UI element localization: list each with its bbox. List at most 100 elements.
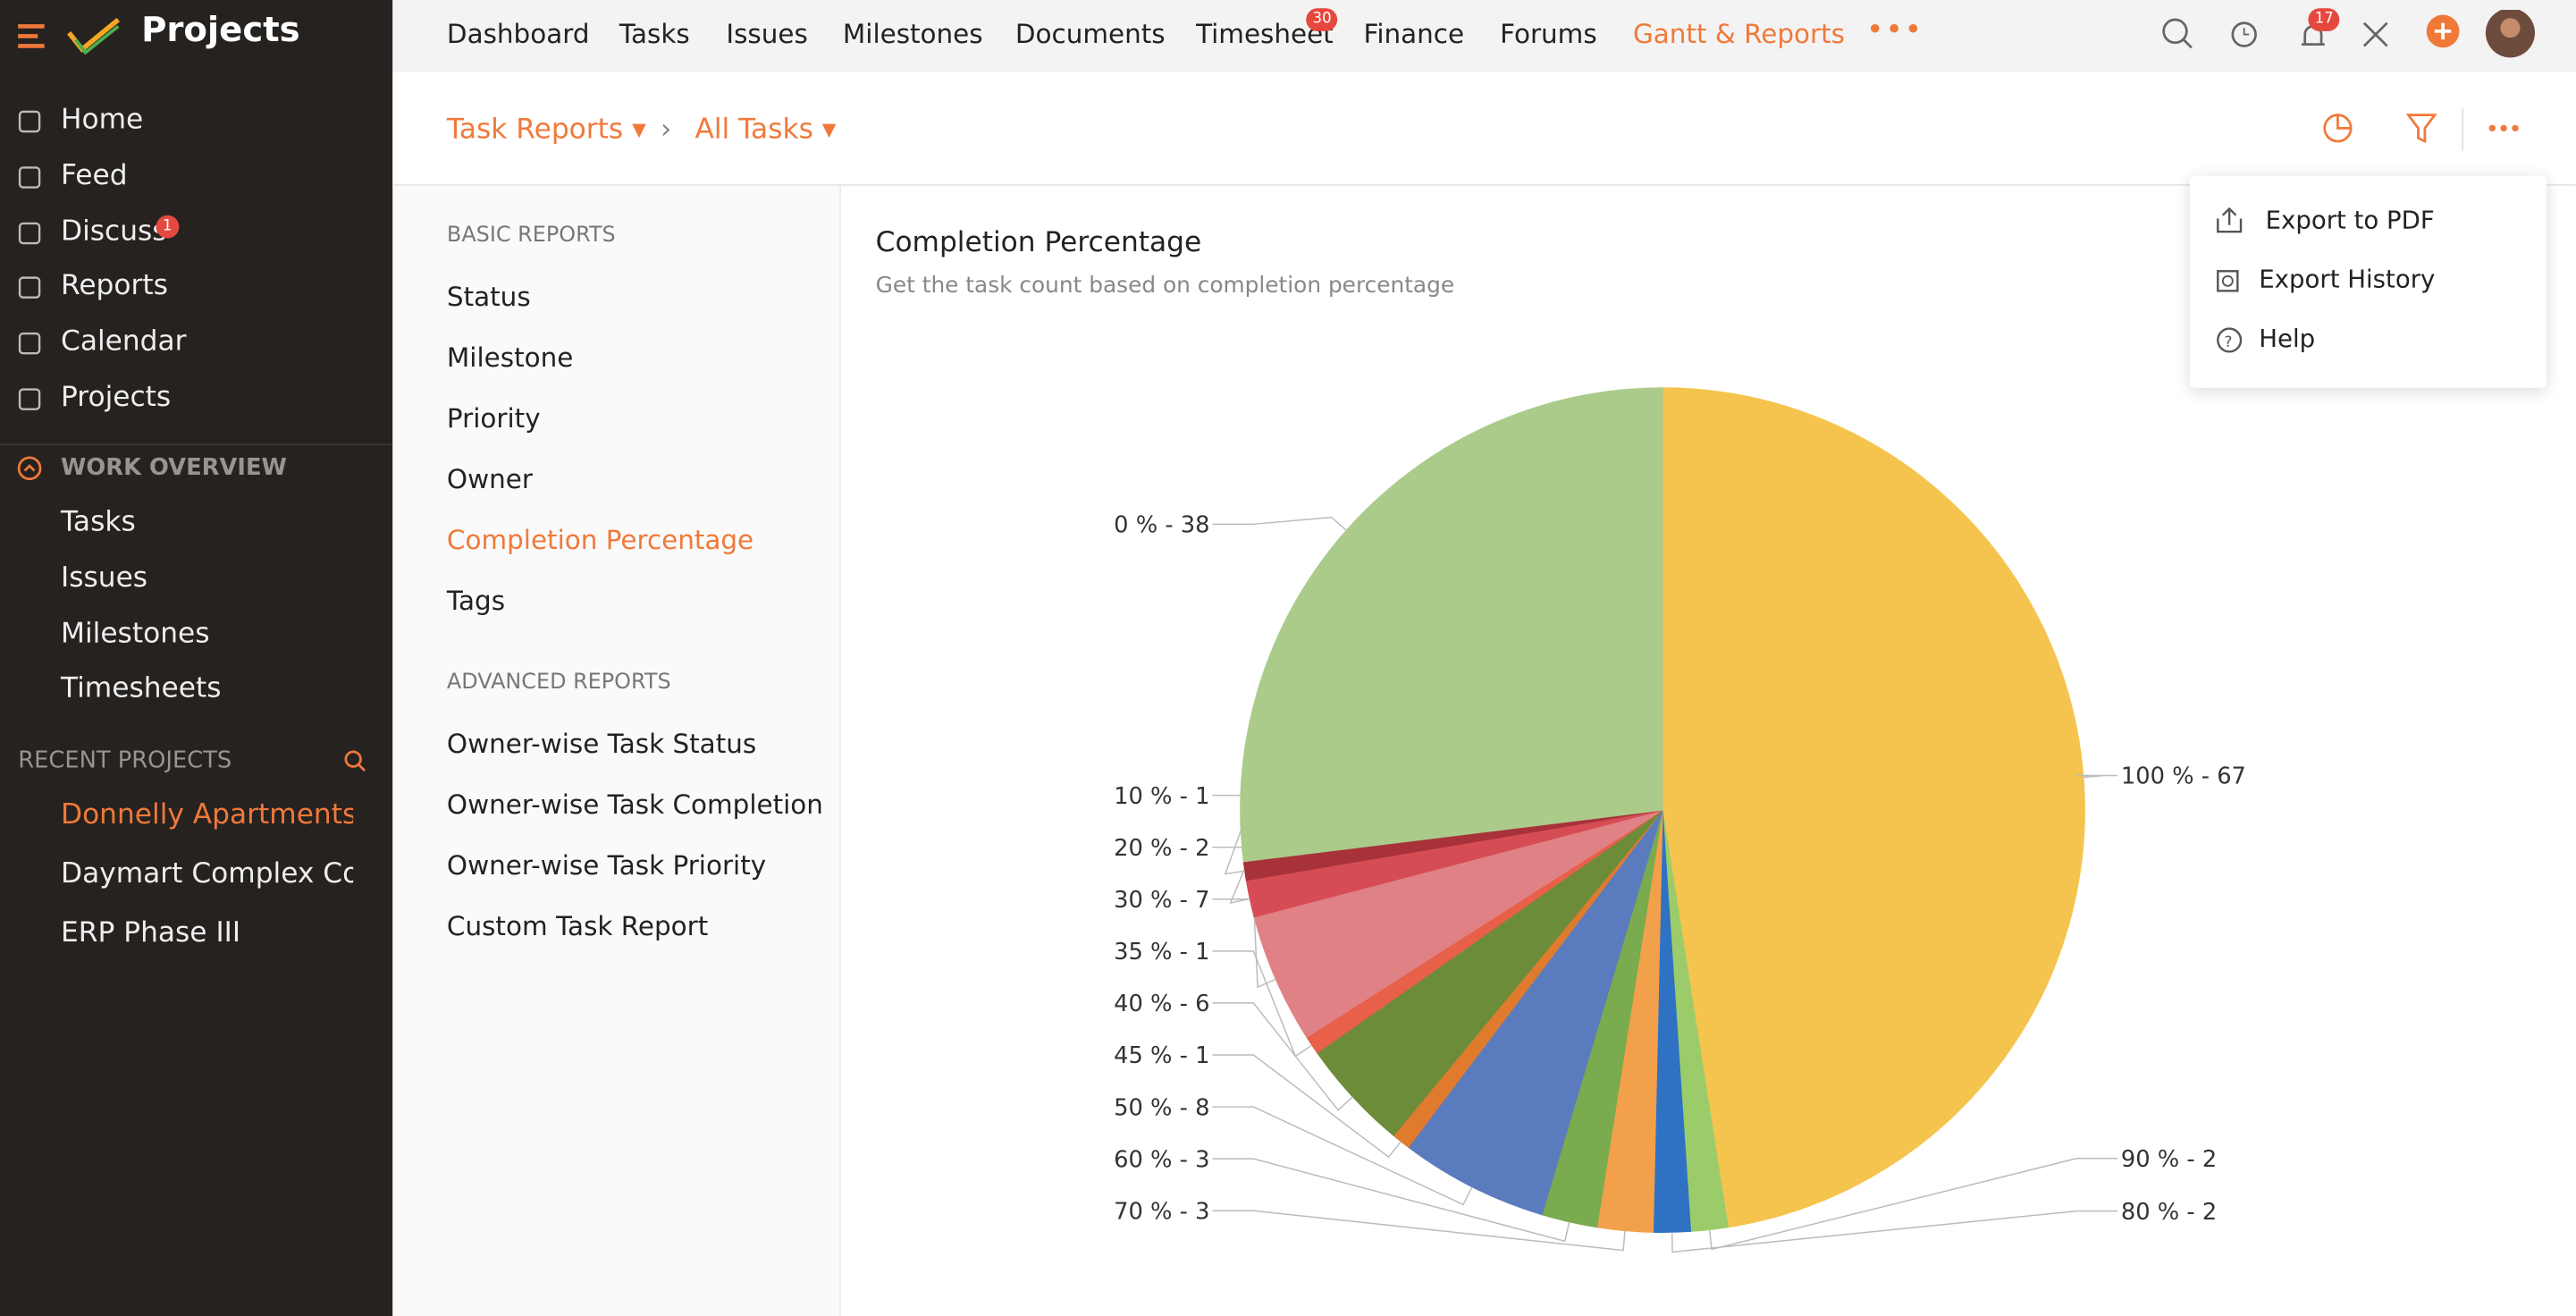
data-label: 60 % - 3 xyxy=(1114,1146,1209,1173)
project-item[interactable]: ERP Phase III xyxy=(61,916,241,950)
nav-icon xyxy=(18,333,41,355)
label-category: 0 % xyxy=(1114,512,1158,539)
report-link[interactable]: Owner-wise Task Completion xyxy=(446,789,823,821)
report-link[interactable]: Owner-wise Task Priority xyxy=(446,849,767,882)
label-category: 70 % xyxy=(1114,1198,1172,1225)
label-separator: - xyxy=(2179,1146,2202,1173)
label-connector xyxy=(1212,846,1255,905)
report-link[interactable]: Priority xyxy=(446,402,541,434)
chart-title: Completion Percentage xyxy=(876,226,1202,258)
data-label: 0 % - 38 xyxy=(1114,512,1209,539)
label-separator: - xyxy=(2194,763,2218,790)
badge: 1 xyxy=(156,215,179,239)
tab[interactable]: Documents xyxy=(1014,18,1166,50)
label-connector xyxy=(1671,1210,2118,1253)
badge: 30 xyxy=(1306,8,1338,31)
label-value: 7 xyxy=(1195,887,1209,914)
tab[interactable]: Milestones xyxy=(842,18,983,50)
nav-item[interactable]: Projects xyxy=(61,381,172,415)
menu-item[interactable]: Export History xyxy=(2259,264,2436,295)
nav-item[interactable]: Timesheets xyxy=(61,672,222,706)
label-value: 3 xyxy=(1195,1146,1209,1173)
nav-item[interactable]: Issues xyxy=(61,561,148,595)
chart-subtitle: Get the task count based on completion p… xyxy=(876,272,1454,298)
label-category: 60 % xyxy=(1114,1146,1172,1173)
label-separator: - xyxy=(1173,991,1196,1017)
search-icon[interactable] xyxy=(341,747,367,773)
menu-item[interactable]: Export to PDF xyxy=(2265,205,2435,235)
section-title: ADVANCED REPORTS xyxy=(446,670,671,696)
nav-icon xyxy=(18,388,41,410)
label-value: 67 xyxy=(2217,763,2246,790)
tab[interactable]: Forums xyxy=(1500,18,1597,50)
data-label: 80 % - 2 xyxy=(2121,1199,2217,1226)
nav-item[interactable]: Reports xyxy=(61,270,168,303)
label-connector xyxy=(1212,898,1276,989)
crumb-text: Task Reports xyxy=(446,113,624,147)
nav-item[interactable]: Tasks xyxy=(61,506,136,539)
nav-item[interactable]: Feed xyxy=(61,158,128,192)
menu-item[interactable]: Help xyxy=(2259,324,2316,354)
label-category: 35 % xyxy=(1114,939,1172,966)
label-value: 8 xyxy=(1195,1094,1209,1121)
label-separator: - xyxy=(1173,783,1196,810)
nav-item[interactable]: Calendar xyxy=(61,325,187,359)
report-link[interactable]: Tags xyxy=(446,585,506,617)
label-value: 3 xyxy=(1195,1198,1209,1225)
label-value: 38 xyxy=(1181,512,1210,539)
label-separator: - xyxy=(1158,512,1181,539)
report-link[interactable]: Custom Task Report xyxy=(446,910,709,942)
collapse-icon[interactable] xyxy=(16,455,42,481)
label-connector xyxy=(1212,516,1347,531)
label-category: 45 % xyxy=(1114,1042,1172,1069)
label-value: 2 xyxy=(2202,1199,2217,1226)
label-value: 2 xyxy=(1195,835,1209,862)
label-category: 80 % xyxy=(2121,1199,2179,1226)
report-link[interactable]: Completion Percentage xyxy=(446,524,754,556)
toolbar-icons xyxy=(2162,10,2536,58)
tab[interactable]: Finance xyxy=(1363,18,1465,50)
dropdown-menu: ? Export to PDF Export History Help xyxy=(2190,175,2547,388)
report-link[interactable]: Owner-wise Task Status xyxy=(446,728,757,760)
section-title: BASIC REPORTS xyxy=(446,223,616,249)
report-link[interactable]: Milestone xyxy=(446,342,574,374)
breadcrumb-item[interactable]: Task Reports ▾ xyxy=(446,113,646,147)
tab[interactable]: Tasks xyxy=(619,18,690,50)
data-label: 90 % - 2 xyxy=(2121,1146,2217,1173)
nav-icon xyxy=(18,222,41,244)
label-separator: - xyxy=(1173,1146,1196,1173)
label-connector xyxy=(2076,774,2118,779)
nav-item[interactable]: Discuss xyxy=(61,215,167,248)
nav-item[interactable]: Home xyxy=(61,103,144,137)
label-separator: - xyxy=(1173,1198,1196,1225)
data-label: 10 % - 1 xyxy=(1114,783,1209,810)
label-separator: - xyxy=(1173,1094,1196,1121)
data-label: 50 % - 8 xyxy=(1114,1094,1209,1121)
label-category: 90 % xyxy=(2121,1146,2179,1173)
label-category: 40 % xyxy=(1114,991,1172,1017)
report-link[interactable]: Owner xyxy=(446,463,533,495)
tab[interactable]: Gantt & Reports xyxy=(1632,18,1845,50)
crumb-text: All Tasks xyxy=(695,113,813,147)
label-category: 10 % xyxy=(1114,783,1172,810)
report-link[interactable]: Status xyxy=(446,281,531,313)
project-item[interactable]: Daymart Complex Cons xyxy=(61,857,353,891)
label-connector xyxy=(1212,1158,1570,1243)
label-connector xyxy=(1212,794,1255,875)
nav-item[interactable]: Milestones xyxy=(61,617,210,651)
data-label: 40 % - 6 xyxy=(1114,991,1209,1017)
label-connector xyxy=(1708,1158,2118,1251)
label-value: 6 xyxy=(1195,991,1209,1017)
data-label: 70 % - 3 xyxy=(1114,1198,1209,1225)
breadcrumb-item[interactable]: All Tasks ▾ xyxy=(695,113,837,147)
project-item[interactable]: Donnelly Apartments C xyxy=(61,798,354,832)
tab[interactable]: Dashboard xyxy=(446,18,590,50)
tab[interactable]: Issues xyxy=(726,18,808,50)
breadcrumb: Task Reports ▾ › All Tasks ▾ xyxy=(392,72,2576,186)
more-tabs[interactable]: ••• xyxy=(1865,13,1924,48)
action-icons xyxy=(2323,108,2519,152)
logo xyxy=(18,17,121,55)
nav-icon xyxy=(18,277,41,299)
